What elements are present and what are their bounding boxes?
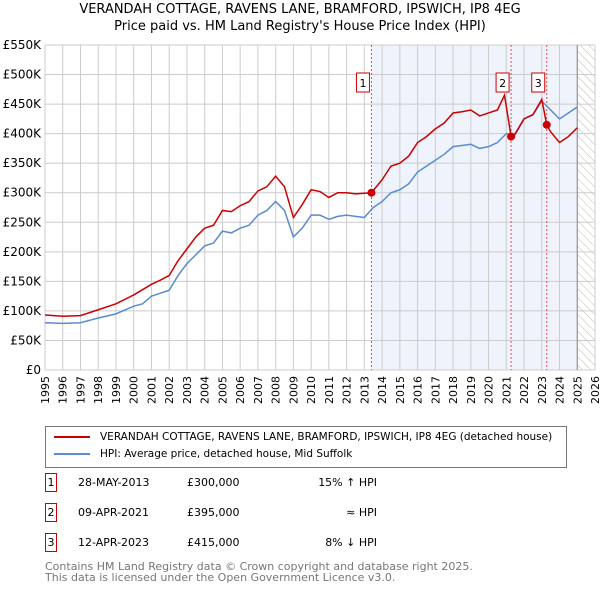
chart-subtitle: Price paid vs. HM Land Registry's House … <box>114 19 486 34</box>
y-tick-label: £100K <box>3 304 43 318</box>
sale-label: 1 <box>359 77 366 90</box>
x-tick-label: 2013 <box>358 376 371 404</box>
sale-price: £300,000 <box>187 476 240 489</box>
x-tick-label: 2024 <box>554 376 567 404</box>
x-tick-label: 2005 <box>216 376 229 404</box>
y-tick-label: £300K <box>3 186 43 200</box>
x-tick-label: 2000 <box>128 376 141 404</box>
sale-label-box <box>495 72 510 93</box>
x-tick-label: 2018 <box>447 376 460 404</box>
sale-point <box>507 132 516 141</box>
x-tick-label: 2006 <box>234 376 247 404</box>
x-tick-label: 2023 <box>536 376 549 404</box>
x-tick-label: 2004 <box>199 376 212 404</box>
sale-label-box <box>531 72 546 93</box>
sale-label-box <box>355 72 370 93</box>
x-tick-label: 2003 <box>181 376 194 404</box>
footer-line: This data is licensed under the Open Gov… <box>45 571 396 584</box>
x-tick-label: 1998 <box>92 376 105 404</box>
property-line <box>44 92 578 317</box>
x-tick-label: 2014 <box>376 376 389 404</box>
x-tick-label: 2025 <box>571 376 584 404</box>
y-tick-label: £500K <box>3 68 43 82</box>
x-tick-label: 2015 <box>394 376 407 404</box>
x-tick-label: 2008 <box>270 376 283 404</box>
legend-item-property: VERANDAH COTTAGE, RAVENS LANE, BRAMFORD,… <box>54 431 552 443</box>
x-tick-label: 1997 <box>74 376 87 404</box>
x-tick-label: 2016 <box>412 376 425 404</box>
y-tick-label: £400K <box>3 127 43 141</box>
sale-hpi: 8% ↓ HPI <box>325 536 377 549</box>
x-tick-label: 2010 <box>305 376 318 404</box>
x-tick-label: 2009 <box>287 376 300 404</box>
sale-date: 09-APR-2021 <box>78 506 150 519</box>
legend: VERANDAH COTTAGE, RAVENS LANE, BRAMFORD,… <box>45 426 567 468</box>
x-tick-label: 2002 <box>163 376 176 404</box>
x-tick-label: 2012 <box>341 376 354 404</box>
x-tick-label: 2001 <box>145 376 158 404</box>
x-tick-label: 2007 <box>252 376 265 404</box>
y-tick-label: £350K <box>3 156 43 170</box>
y-tick-label: £200K <box>3 245 43 259</box>
x-tick-label: 2022 <box>518 376 531 404</box>
y-tick-label: £150K <box>3 274 43 288</box>
sale-date: 28-MAY-2013 <box>78 476 150 489</box>
x-tick-label: 2019 <box>465 376 478 404</box>
sale-hpi: 15% ↑ HPI <box>318 476 377 489</box>
legend-swatch-blue <box>54 453 90 455</box>
sale-hpi: ≈ HPI <box>346 506 377 519</box>
legend-label: HPI: Average price, detached house, Mid … <box>100 448 353 460</box>
y-tick-label: £550K <box>3 38 43 52</box>
sale-label: 3 <box>535 77 542 90</box>
x-tick-label: 1996 <box>57 376 70 404</box>
sale-row: 2 09-APR-2021 £395,000 ≈ HPI <box>45 503 377 522</box>
chart-title: VERANDAH COTTAGE, RAVENS LANE, BRAMFORD,… <box>79 2 521 17</box>
legend-item-hpi: HPI: Average price, detached house, Mid … <box>54 448 352 460</box>
sale-price: £415,000 <box>187 536 240 549</box>
x-tick-label: 2021 <box>500 376 513 404</box>
legend-label: VERANDAH COTTAGE, RAVENS LANE, BRAMFORD,… <box>100 431 553 443</box>
y-tick-label: £0 <box>26 363 41 377</box>
x-tick-label: 2020 <box>483 376 496 404</box>
sale-label: 2 <box>499 77 506 90</box>
x-tick-label: 2026 <box>589 376 600 404</box>
sale-price: £395,000 <box>187 506 240 519</box>
forecast-hatch <box>577 45 595 370</box>
sale-number: 3 <box>45 533 57 552</box>
legend-swatch-red <box>54 436 90 438</box>
footer: Contains HM Land Registry data © Crown c… <box>45 561 473 583</box>
sale-point <box>367 188 376 197</box>
sale-date: 12-APR-2023 <box>78 536 150 549</box>
plot-area: 1995 1996 1997 1998 1999 2000 2001 2002 2003 2004… <box>3 38 600 404</box>
hpi-line <box>44 99 578 325</box>
x-tick-label: 2011 <box>323 376 336 404</box>
sale-point <box>542 120 551 129</box>
y-tick-label: £250K <box>3 215 43 229</box>
y-tick-label: £50K <box>10 333 42 347</box>
footer-line: Contains HM Land Registry data © Crown c… <box>45 560 473 573</box>
x-tick-label: 1995 <box>39 376 52 404</box>
sale-number: 2 <box>45 503 57 522</box>
y-tick-label: £450K <box>3 97 43 111</box>
sale-row: 1 28-MAY-2013 £300,000 15% ↑ HPI <box>45 473 377 492</box>
x-tick-label: 1999 <box>110 376 123 404</box>
sale-number: 1 <box>45 473 57 492</box>
x-tick-label: 2017 <box>429 376 442 404</box>
sale-row: 3 12-APR-2023 £415,000 8% ↓ HPI <box>45 533 377 552</box>
shaded-region <box>371 45 578 370</box>
